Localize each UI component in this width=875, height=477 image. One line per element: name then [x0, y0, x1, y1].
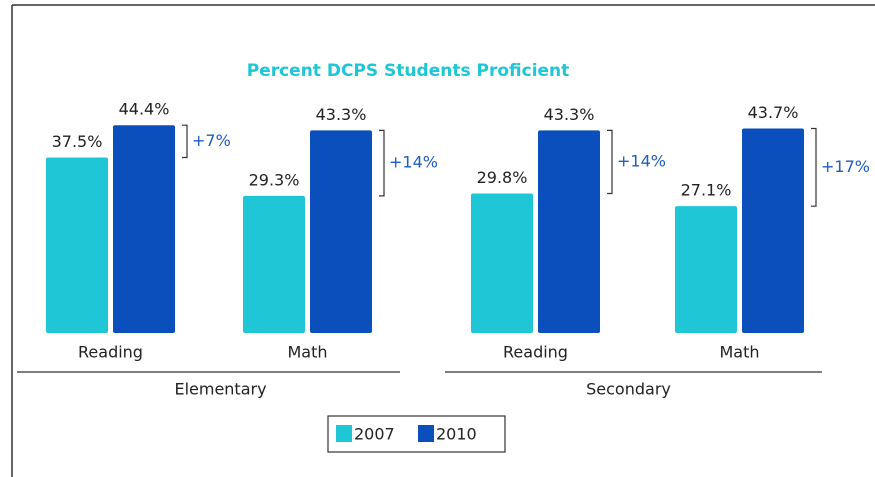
- legend-frame: [327, 415, 506, 453]
- x-tick-label: Math: [719, 343, 759, 362]
- x-tick-label: Math: [287, 343, 327, 362]
- data-label: 44.4%: [119, 100, 170, 119]
- chart-title: Percent DCPS Students Proficient: [247, 61, 570, 81]
- bar: [310, 130, 372, 333]
- legend-label: 2007: [354, 425, 395, 444]
- bar: [243, 195, 305, 333]
- bar: [675, 206, 737, 333]
- annotation: +17%: [821, 157, 870, 176]
- data-label: 27.1%: [681, 181, 732, 200]
- bracket: [607, 129, 613, 195]
- data-label: 43.3%: [544, 105, 595, 124]
- bar: [46, 157, 108, 333]
- x-tick-label: Reading: [78, 343, 143, 362]
- bracket: [379, 129, 385, 197]
- group-label: Secondary: [586, 380, 671, 399]
- data-label: 43.7%: [748, 103, 799, 122]
- bar: [742, 128, 804, 333]
- annotation: +14%: [617, 151, 666, 170]
- annotation: +7%: [192, 131, 231, 150]
- data-label: 37.5%: [52, 132, 103, 151]
- legend-swatch: [336, 425, 352, 442]
- legend-label: 2010: [436, 425, 477, 444]
- legend-swatch: [418, 425, 434, 442]
- data-label: 29.8%: [477, 168, 528, 187]
- bar: [471, 193, 533, 333]
- x-tick-label: Reading: [503, 343, 568, 362]
- bracket: [811, 127, 817, 207]
- data-label: 29.3%: [249, 170, 300, 189]
- bracket: [182, 124, 188, 159]
- group-label: Elementary: [174, 380, 266, 399]
- annotation: +14%: [389, 153, 438, 172]
- data-label: 43.3%: [316, 105, 367, 124]
- bar: [113, 125, 175, 333]
- bar: [538, 130, 600, 333]
